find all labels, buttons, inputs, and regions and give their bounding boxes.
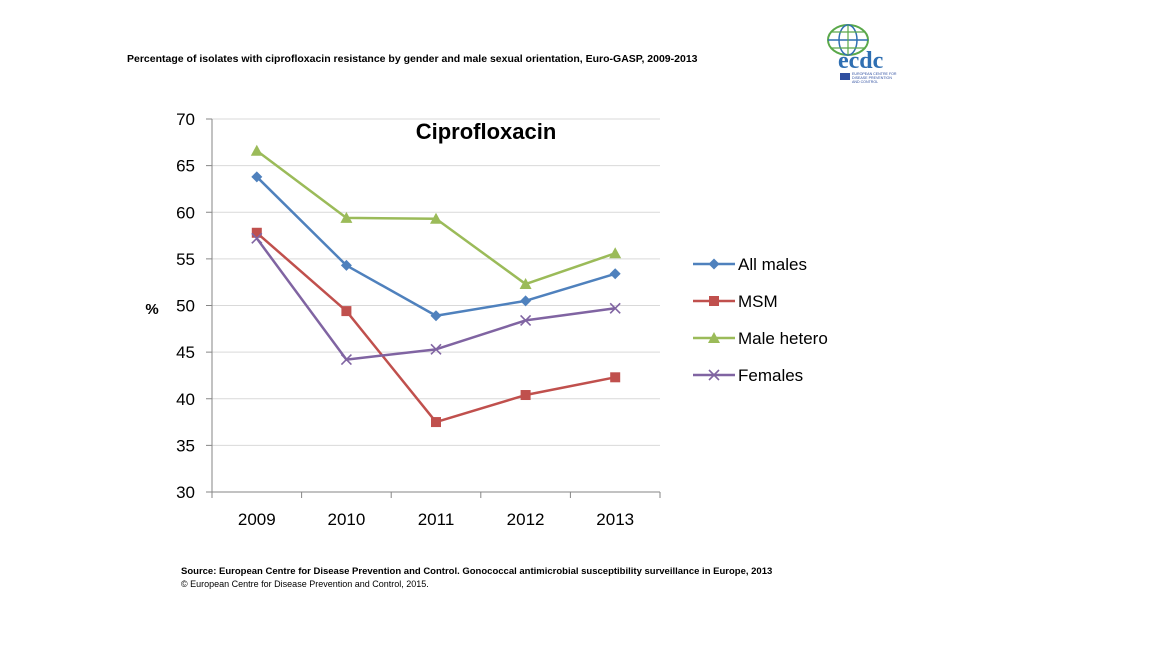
data-point bbox=[609, 268, 621, 280]
logo-subtext-2: DISEASE PREVENTION bbox=[852, 76, 892, 80]
legend-item: MSM bbox=[693, 292, 778, 311]
data-point bbox=[251, 227, 262, 238]
y-tick-label: 45 bbox=[176, 343, 195, 362]
source-note: Source: European Centre for Disease Prev… bbox=[181, 566, 773, 577]
x-tick-label: 2012 bbox=[507, 510, 545, 529]
x-tick-label: 2011 bbox=[418, 510, 455, 529]
series-all-males bbox=[251, 171, 621, 322]
series-line bbox=[255, 231, 616, 424]
y-tick-label: 50 bbox=[176, 297, 195, 316]
y-tick-label: 55 bbox=[176, 250, 195, 269]
y-tick-label: 30 bbox=[176, 483, 195, 502]
y-tick-label: 35 bbox=[176, 436, 195, 455]
data-point bbox=[519, 278, 532, 290]
copyright-note: © European Centre for Disease Prevention… bbox=[181, 579, 429, 589]
legend-label: All males bbox=[738, 255, 807, 274]
axes bbox=[206, 118, 661, 498]
data-point bbox=[520, 295, 532, 307]
series-females bbox=[251, 232, 621, 366]
legend-item: All males bbox=[693, 255, 807, 274]
legend-item: Females bbox=[693, 366, 803, 385]
y-tick-labels: 30 35 40 45 50 55 60 65 70 bbox=[176, 110, 195, 502]
legend-marker bbox=[708, 369, 720, 381]
data-point bbox=[609, 247, 622, 259]
data-point bbox=[430, 343, 442, 355]
data-point bbox=[340, 354, 352, 366]
data-point bbox=[341, 306, 352, 317]
y-tick-label: 65 bbox=[176, 157, 195, 176]
data-point bbox=[520, 390, 531, 401]
ecdc-logo: ecdc EUROPEAN CENTRE FOR DISEASE PREVENT… bbox=[827, 24, 897, 84]
data-point bbox=[340, 211, 353, 223]
globe-icon bbox=[827, 24, 869, 56]
logo-wordmark: ecdc bbox=[838, 48, 884, 74]
x-tick-labels: 2009 2010 2011 2012 2013 bbox=[238, 510, 634, 529]
data-point bbox=[430, 212, 442, 224]
data-point bbox=[431, 417, 441, 428]
series-msm bbox=[251, 227, 621, 428]
logo-subtext-1: EUROPEAN CENTRE FOR bbox=[852, 72, 897, 76]
data-point bbox=[251, 232, 263, 244]
legend-label: Male hetero bbox=[738, 329, 828, 348]
x-tick-label: 2009 bbox=[238, 510, 276, 529]
data-point bbox=[250, 144, 263, 156]
y-axis-label: % bbox=[145, 301, 158, 318]
legend-marker bbox=[708, 258, 720, 270]
series-male-hetero bbox=[250, 144, 622, 290]
x-tick-label: 2010 bbox=[327, 510, 365, 529]
legend: All males MSM Male hetero Females bbox=[693, 255, 828, 385]
data-point bbox=[430, 310, 442, 322]
data-point bbox=[251, 171, 263, 183]
x-tick-label: 2013 bbox=[596, 510, 634, 529]
logo-subtext-3: AND CONTROL bbox=[852, 80, 878, 84]
legend-item: Male hetero bbox=[693, 329, 828, 348]
legend-marker bbox=[709, 296, 719, 306]
legend-label: Females bbox=[738, 366, 803, 385]
series-group bbox=[250, 144, 622, 428]
data-point bbox=[340, 259, 352, 271]
data-point bbox=[520, 314, 532, 326]
y-tick-label: 70 bbox=[176, 110, 195, 129]
series-line bbox=[255, 237, 616, 361]
data-point bbox=[610, 372, 621, 383]
eu-flag-icon bbox=[840, 73, 850, 80]
grid-lines bbox=[212, 118, 660, 446]
series-line bbox=[255, 175, 616, 318]
data-point bbox=[609, 302, 621, 314]
page-title: Percentage of isolates with ciprofloxaci… bbox=[127, 53, 698, 65]
y-tick-label: 60 bbox=[176, 203, 195, 222]
y-tick-label: 40 bbox=[176, 390, 195, 409]
legend-label: MSM bbox=[738, 292, 778, 311]
chart-title: Ciprofloxacin bbox=[416, 119, 557, 144]
legend-marker bbox=[708, 332, 720, 343]
